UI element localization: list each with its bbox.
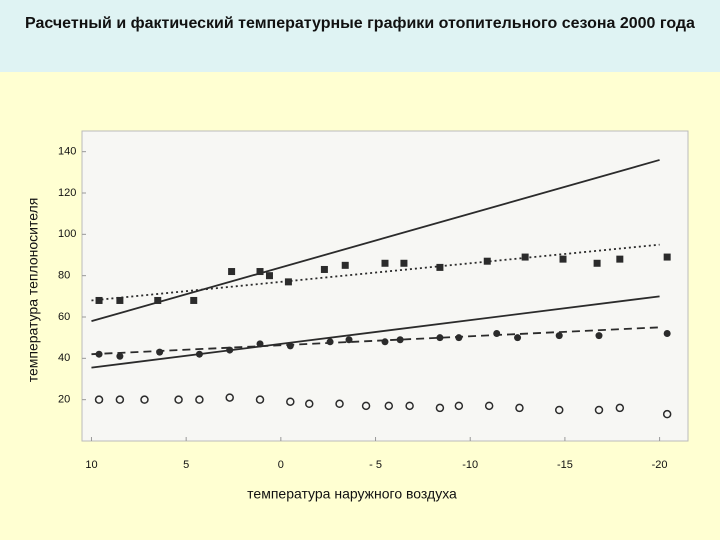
square-point [341,261,349,269]
square-point [284,278,292,286]
open-circle-point [515,403,524,413]
circle-point [663,330,671,338]
open-circle-point [554,405,564,415]
x-tick-label: 10 [85,459,97,471]
circle-point [156,348,164,356]
square-point [116,296,124,304]
series-line [91,326,660,356]
circle-point [595,332,603,340]
open-circle-point [286,397,295,406]
open-circle-point [174,395,183,404]
circle-point [381,338,389,346]
open-circle-point [454,401,464,411]
square-point [663,253,671,261]
circle-point [514,334,522,342]
series-line [91,159,660,322]
open-circle-point [255,395,265,404]
y-tick-label: 100 [58,228,76,240]
y-tick-label: 20 [58,394,70,406]
circle-point [396,336,404,344]
square-point [95,296,103,304]
square-point [190,296,198,304]
x-tick-label: 0 [278,459,284,471]
square-point [400,259,408,267]
open-circle-point [305,399,314,409]
circle-point [226,346,234,354]
circle-point [345,336,353,344]
x-axis-label: температура наружного воздуха [247,486,457,502]
chart-title: Расчетный и фактический температурные гр… [25,15,695,32]
open-circle-point [94,395,104,404]
open-circle-point [195,395,204,404]
open-circle-point [615,403,625,413]
open-circle-point [662,409,672,419]
circle-point [286,342,294,350]
square-point [154,296,162,304]
y-tick-label: 40 [58,352,70,364]
square-point [593,259,601,267]
x-tick-label: - 5 [369,459,382,471]
x-tick-label: -15 [557,459,573,471]
y-tick-label: 60 [58,311,70,323]
circle-point [436,334,444,342]
circle-point [455,334,463,342]
open-circle-point [405,401,414,411]
open-circle-point [435,403,445,413]
open-circle-point [225,393,234,402]
circle-point [326,338,334,346]
circle-point [195,350,203,358]
square-point [559,255,567,263]
open-circle-point [361,401,371,411]
open-circle-point [484,401,494,411]
square-point [616,255,624,263]
circle-point [555,332,563,340]
series-line [91,243,660,302]
square-point [228,268,236,276]
circle-point [256,340,264,348]
open-circle-point [594,405,604,415]
square-point [483,257,491,265]
series-line [91,295,660,369]
open-circle-point [115,395,125,404]
circle-point [493,330,501,338]
plot-area [81,130,689,442]
title-band [0,0,720,72]
y-tick-label: 140 [58,146,76,158]
square-point [265,272,273,280]
square-point [521,253,529,261]
x-tick-label: 5 [183,459,189,471]
open-circle-point [335,399,344,409]
square-point [256,268,264,276]
y-axis-label: температура теплоносителя [25,198,41,383]
circle-point [95,350,103,358]
y-tick-label: 80 [58,270,70,282]
x-tick-label: -20 [652,459,668,471]
square-point [320,265,328,273]
open-circle-point [384,401,394,411]
y-tick-label: 120 [58,187,76,199]
open-circle-point [140,395,149,404]
circle-point [116,352,124,360]
square-point [436,263,444,271]
square-point [381,259,389,267]
x-tick-label: -10 [462,459,478,471]
